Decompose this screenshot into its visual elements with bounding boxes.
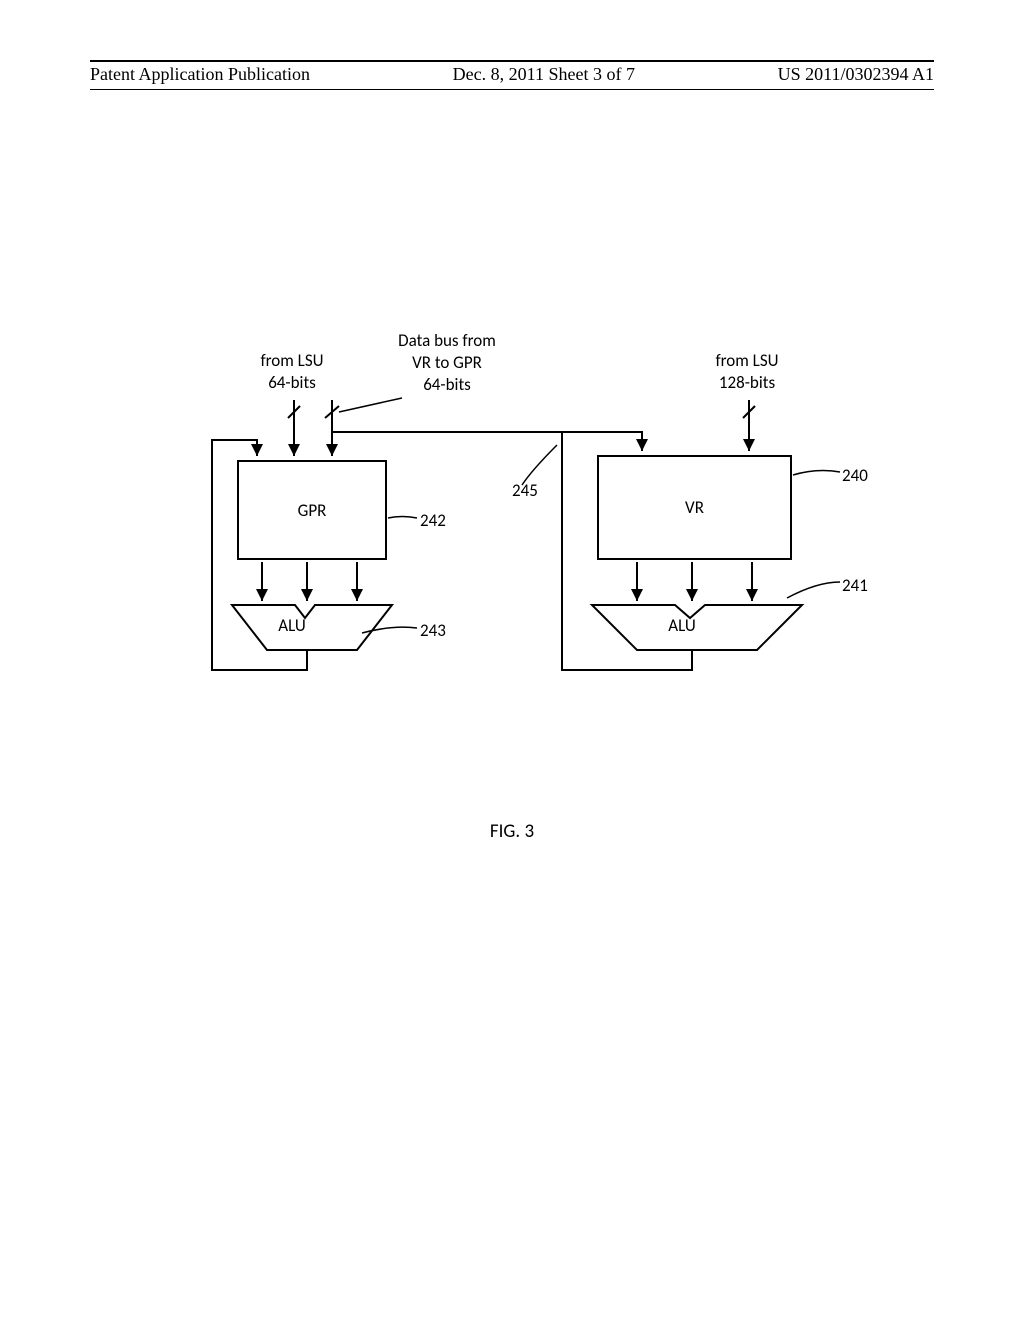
page-container: Patent Application Publication Dec. 8, 2…	[0, 0, 1024, 1320]
figure-label: FIG. 3	[90, 820, 934, 843]
page-header: Patent Application Publication Dec. 8, 2…	[90, 60, 934, 85]
header-rule	[90, 89, 934, 90]
header-right: US 2011/0302394 A1	[778, 64, 934, 85]
diagram-svg	[162, 350, 862, 730]
header-center: Dec. 8, 2011 Sheet 3 of 7	[453, 64, 635, 85]
header-left: Patent Application Publication	[90, 64, 310, 85]
label-databus-l1: Data bus from	[398, 330, 496, 351]
diagram-container: from LSU 64-bits Data bus from VR to GPR…	[162, 350, 862, 730]
